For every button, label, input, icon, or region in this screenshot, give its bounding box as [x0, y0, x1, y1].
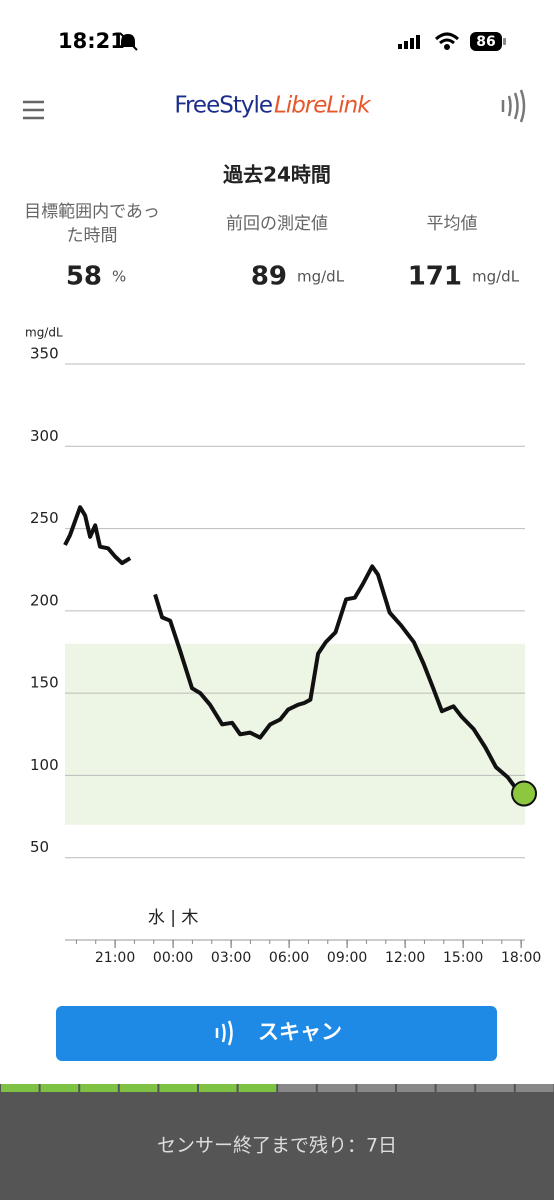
mute-icon: [119, 32, 138, 51]
stat-label: 平均値: [427, 214, 478, 234]
progress-segment: [119, 1084, 158, 1092]
target-range: [65, 643, 525, 825]
y-tick-label: 100: [30, 756, 59, 774]
glucose-line: [63, 505, 525, 796]
y-tick-label: 150: [30, 674, 59, 692]
stat-unit: %: [112, 268, 126, 286]
latest-reading: [511, 780, 538, 807]
signal-icon: [398, 35, 420, 49]
x-tick-label: 12:00: [385, 950, 425, 966]
progress-segment: [40, 1084, 79, 1092]
battery-tip: [503, 38, 506, 45]
day-divider: 水 | 木: [148, 908, 199, 928]
menu-button[interactable]: [23, 100, 44, 120]
footer: [0, 1084, 554, 1200]
progress-segment: [436, 1084, 475, 1092]
scan-button[interactable]: [56, 1006, 497, 1061]
stat-value: 171: [408, 262, 462, 292]
x-tick-label: 15:00: [443, 950, 483, 966]
logo: LibreLink: [274, 93, 372, 119]
stat-value: 89: [251, 262, 287, 292]
scan-label[interactable]: スキャン: [258, 1020, 342, 1044]
summary-title: 過去24時間: [223, 163, 331, 187]
x-tick-label: 21:00: [95, 950, 135, 966]
x-tick-label: 18:00: [501, 950, 541, 966]
progress-segment: [199, 1084, 237, 1092]
progress-segment: [476, 1084, 514, 1092]
progress-segment: [1, 1084, 39, 1092]
battery: [470, 32, 502, 51]
stat-label: 目標範囲内であった時間: [24, 202, 160, 246]
sensor-progress: [1, 1084, 554, 1092]
x-tick-label: 06:00: [269, 950, 309, 966]
x-tick-label: 09:00: [327, 950, 367, 966]
progress-segment: [397, 1084, 435, 1092]
progress-segment: [80, 1084, 118, 1092]
nfc-button[interactable]: [501, 89, 526, 123]
y-tick-label: 250: [30, 509, 59, 527]
clock: 18:21: [58, 29, 125, 53]
progress-segment: [357, 1084, 395, 1092]
progress-segment: [317, 1084, 356, 1092]
stat-unit: mg/dL: [472, 268, 520, 286]
scan-icon: [215, 1020, 233, 1046]
footer-text: センサー終了まで残り：7日: [157, 1135, 397, 1157]
progress-segment: [515, 1084, 554, 1092]
logo: FreeStyle: [174, 93, 272, 119]
y-axis-label: mg/dL: [25, 326, 63, 340]
battery-level: 86: [476, 34, 495, 50]
stat-unit: mg/dL: [297, 268, 345, 286]
x-tick-label: 00:00: [153, 950, 193, 966]
y-tick-label: 200: [30, 591, 59, 609]
progress-segment: [278, 1084, 316, 1092]
x-tick-label: 03:00: [211, 950, 251, 966]
y-tick-label: 50: [30, 838, 49, 856]
y-tick-label: 350: [30, 345, 59, 363]
progress-segment: [159, 1084, 197, 1092]
y-tick-label: 300: [30, 427, 59, 445]
wifi-icon: [434, 32, 460, 50]
stat-value: 58: [66, 262, 102, 292]
progress-segment: [238, 1084, 277, 1092]
stat-label: 前回の測定値: [226, 214, 328, 234]
